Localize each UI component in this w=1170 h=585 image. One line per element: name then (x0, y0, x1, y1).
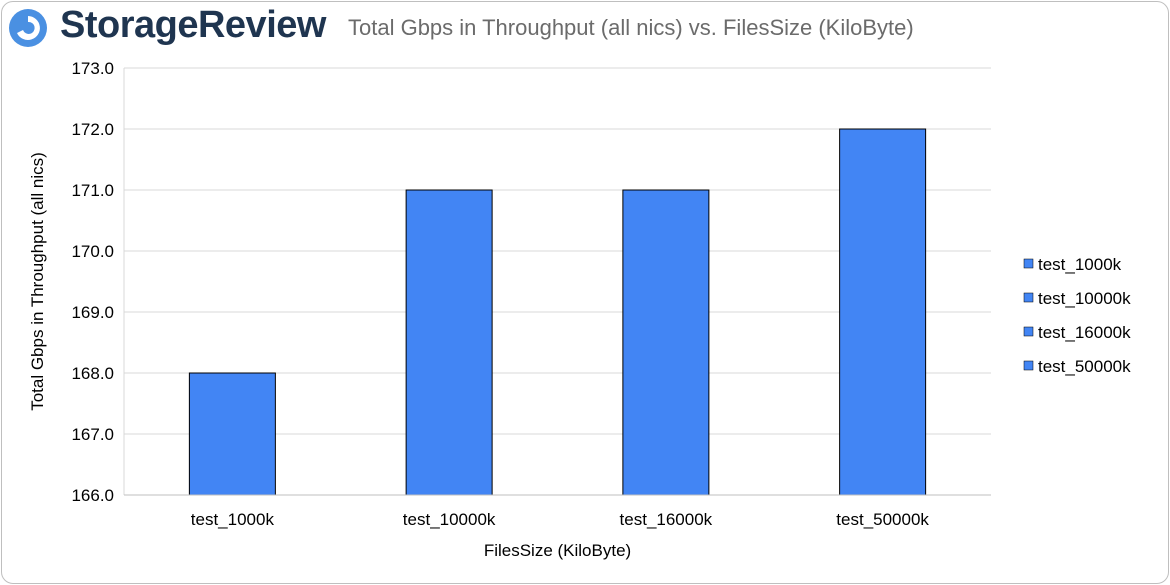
x-tick-label: test_10000k (403, 510, 496, 529)
legend-label: test_1000k (1038, 255, 1122, 274)
legend-label: test_50000k (1038, 357, 1131, 376)
y-tick-label: 172.0 (71, 120, 114, 139)
y-tick-label: 167.0 (71, 425, 114, 444)
bar-test_1000k (188, 372, 276, 496)
chart-title: Total Gbps in Throughput (all nics) vs. … (348, 15, 914, 40)
bar-test_50000k (839, 128, 927, 496)
legend-label: test_10000k (1038, 289, 1131, 308)
bar-test_16000k (622, 189, 710, 496)
y-tick-label: 169.0 (71, 303, 114, 322)
legend-label: test_16000k (1038, 323, 1131, 342)
legend-swatch (1023, 292, 1034, 303)
legend-swatch (1023, 360, 1034, 371)
y-tick-label: 171.0 (71, 181, 114, 200)
y-tick-label: 173.0 (71, 59, 114, 78)
y-tick-label: 168.0 (71, 364, 114, 383)
x-tick-label: test_1000k (191, 510, 275, 529)
legend-swatch (1023, 326, 1034, 337)
storagereview-logo-icon (9, 9, 47, 47)
y-axis-title: Total Gbps in Throughput (all nics) (28, 152, 47, 411)
x-tick-label: test_16000k (620, 510, 713, 529)
y-tick-label: 166.0 (71, 486, 114, 505)
x-axis-title: FilesSize (KiloByte) (484, 541, 631, 560)
brand-name: StorageReview (60, 4, 326, 46)
y-tick-label: 170.0 (71, 242, 114, 261)
bar-test_10000k (405, 189, 493, 496)
legend-swatch (1023, 258, 1034, 269)
x-tick-label: test_50000k (836, 510, 929, 529)
